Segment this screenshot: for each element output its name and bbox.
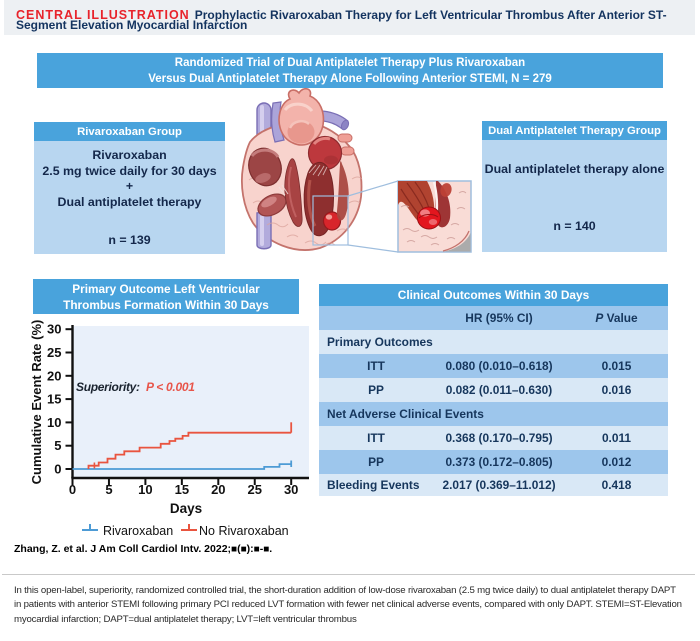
- svg-text:0: 0: [54, 462, 61, 477]
- svg-text:5: 5: [105, 482, 112, 497]
- svg-text:20: 20: [211, 482, 225, 497]
- svg-text:20: 20: [47, 368, 61, 383]
- svg-text:10: 10: [47, 415, 61, 430]
- svg-text:30: 30: [284, 482, 298, 497]
- svg-text:Rivaroxaban: Rivaroxaban: [103, 524, 173, 538]
- svg-text:Days: Days: [170, 501, 202, 516]
- svg-text:15: 15: [175, 482, 189, 497]
- svg-text:Cumulative Event Rate (%): Cumulative Event Rate (%): [29, 320, 44, 485]
- svg-text:No Rivaroxaban: No Rivaroxaban: [199, 524, 289, 538]
- svg-text:10: 10: [138, 482, 152, 497]
- svg-text:25: 25: [47, 345, 61, 360]
- svg-text:15: 15: [47, 392, 61, 407]
- svg-text:5: 5: [54, 438, 61, 453]
- svg-text:25: 25: [248, 482, 262, 497]
- svg-text:0: 0: [69, 482, 76, 497]
- svg-text:30: 30: [47, 322, 61, 337]
- svg-text:Superiority:P < 0.001: Superiority: P < 0.001: [76, 380, 195, 394]
